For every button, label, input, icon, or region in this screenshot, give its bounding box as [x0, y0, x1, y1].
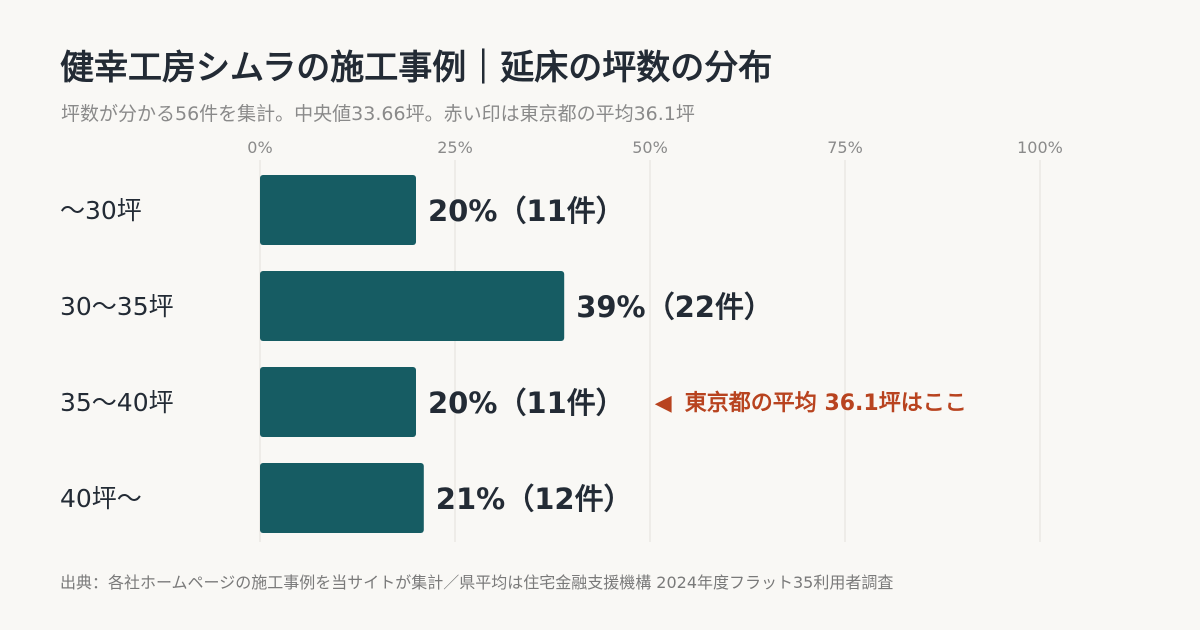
tokyo-average-annotation: 東京都の平均 36.1坪はここ: [685, 390, 967, 416]
category-label: 30〜35坪: [60, 292, 174, 321]
x-tick-label: 0%: [247, 138, 272, 157]
category-label: 40坪〜: [60, 484, 142, 513]
value-label: 20%（11件）: [428, 386, 625, 420]
source-note: 出典：各社ホームページの施工事例を当サイトが集計／県平均は住宅金融支援機構 20…: [60, 573, 894, 592]
value-label: 20%（11件）: [428, 194, 625, 228]
marker-arrow-icon: ◀: [655, 391, 672, 416]
chart-title: 健幸工房シムラの施工事例｜延床の坪数の分布: [60, 48, 773, 88]
x-tick-label: 75%: [827, 138, 863, 157]
chart-subtitle: 坪数が分かる56件を集計。中央値33.66坪。赤い印は東京都の平均36.1坪: [61, 103, 695, 125]
category-label: 〜30坪: [60, 196, 142, 225]
bar: [260, 271, 565, 341]
x-tick-label: 25%: [437, 138, 473, 157]
x-tick-label: 100%: [1017, 138, 1063, 157]
bar: [260, 463, 424, 533]
value-label: 39%（22件）: [576, 290, 773, 324]
value-label: 21%（12件）: [436, 482, 633, 516]
x-tick-label: 50%: [632, 138, 668, 157]
bar: [260, 175, 416, 245]
bar: [260, 367, 416, 437]
category-label: 35〜40坪: [60, 388, 174, 417]
